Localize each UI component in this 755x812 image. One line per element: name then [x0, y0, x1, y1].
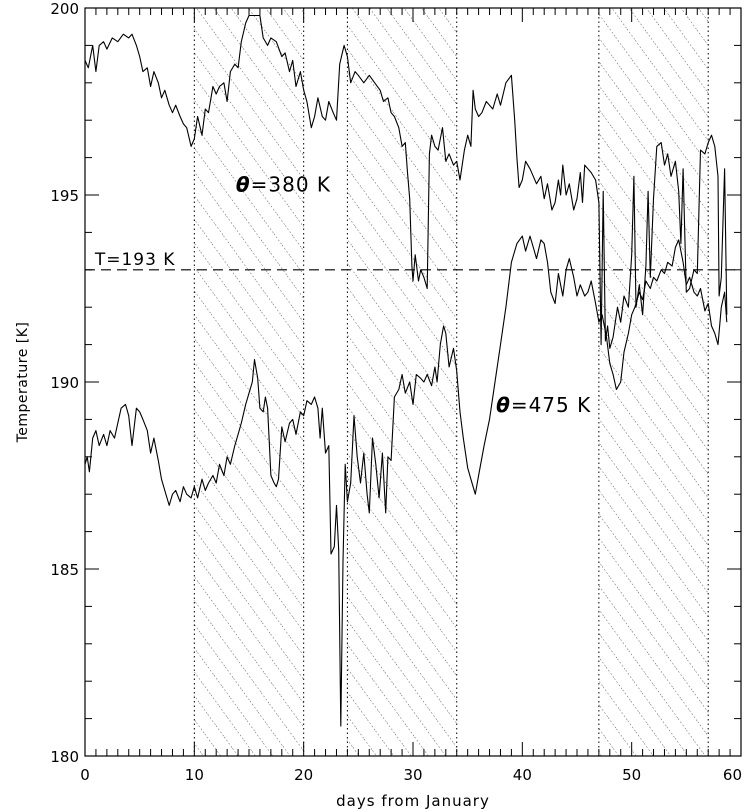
theta-symbol: θ — [496, 393, 511, 417]
x-tick-label: 20 — [294, 766, 313, 784]
y-tick-label: 185 — [50, 561, 79, 579]
series-line-2 — [85, 235, 728, 727]
series-line-1 — [85, 14, 728, 349]
x-tick-label: 60 — [723, 766, 742, 784]
y-tick-label: 180 — [50, 748, 79, 766]
x-tick-label: 50 — [622, 766, 641, 784]
annotation-value: =475 K — [511, 393, 591, 417]
shaded-period-1 — [194, 8, 304, 756]
shaded-periods — [194, 8, 709, 756]
annotation-label-1: θ=380 K — [236, 172, 331, 196]
x-tick-label: 40 — [513, 766, 532, 784]
annotation-label-2: θ=475 K — [496, 393, 591, 417]
reference-line-group: T=193 K — [85, 250, 741, 271]
reference-line-label: T=193 K — [94, 250, 176, 270]
theta-symbol: θ — [236, 172, 251, 196]
y-tick-label: 195 — [50, 187, 79, 205]
annotation-value: =380 K — [251, 172, 331, 196]
x-axis-label: days from January — [336, 792, 490, 810]
x-tick-label: 10 — [185, 766, 204, 784]
shaded-period-3 — [598, 8, 709, 756]
series-lines — [85, 14, 728, 727]
y-tick-label: 200 — [50, 0, 79, 18]
period-boundaries — [193, 8, 709, 756]
shaded-period-2 — [347, 8, 457, 756]
tick-labels: 0 10 20 30 40 50 60 180 185 190 195 200 — [50, 0, 742, 784]
axis-ticks — [84, 7, 742, 757]
y-axis-label: Temperature [K] — [15, 322, 31, 444]
x-tick-label: 0 — [80, 766, 90, 784]
y-tick-label: 190 — [50, 374, 79, 392]
x-tick-label: 30 — [403, 766, 422, 784]
annotations: θ=380 Kθ=475 K — [236, 172, 591, 417]
